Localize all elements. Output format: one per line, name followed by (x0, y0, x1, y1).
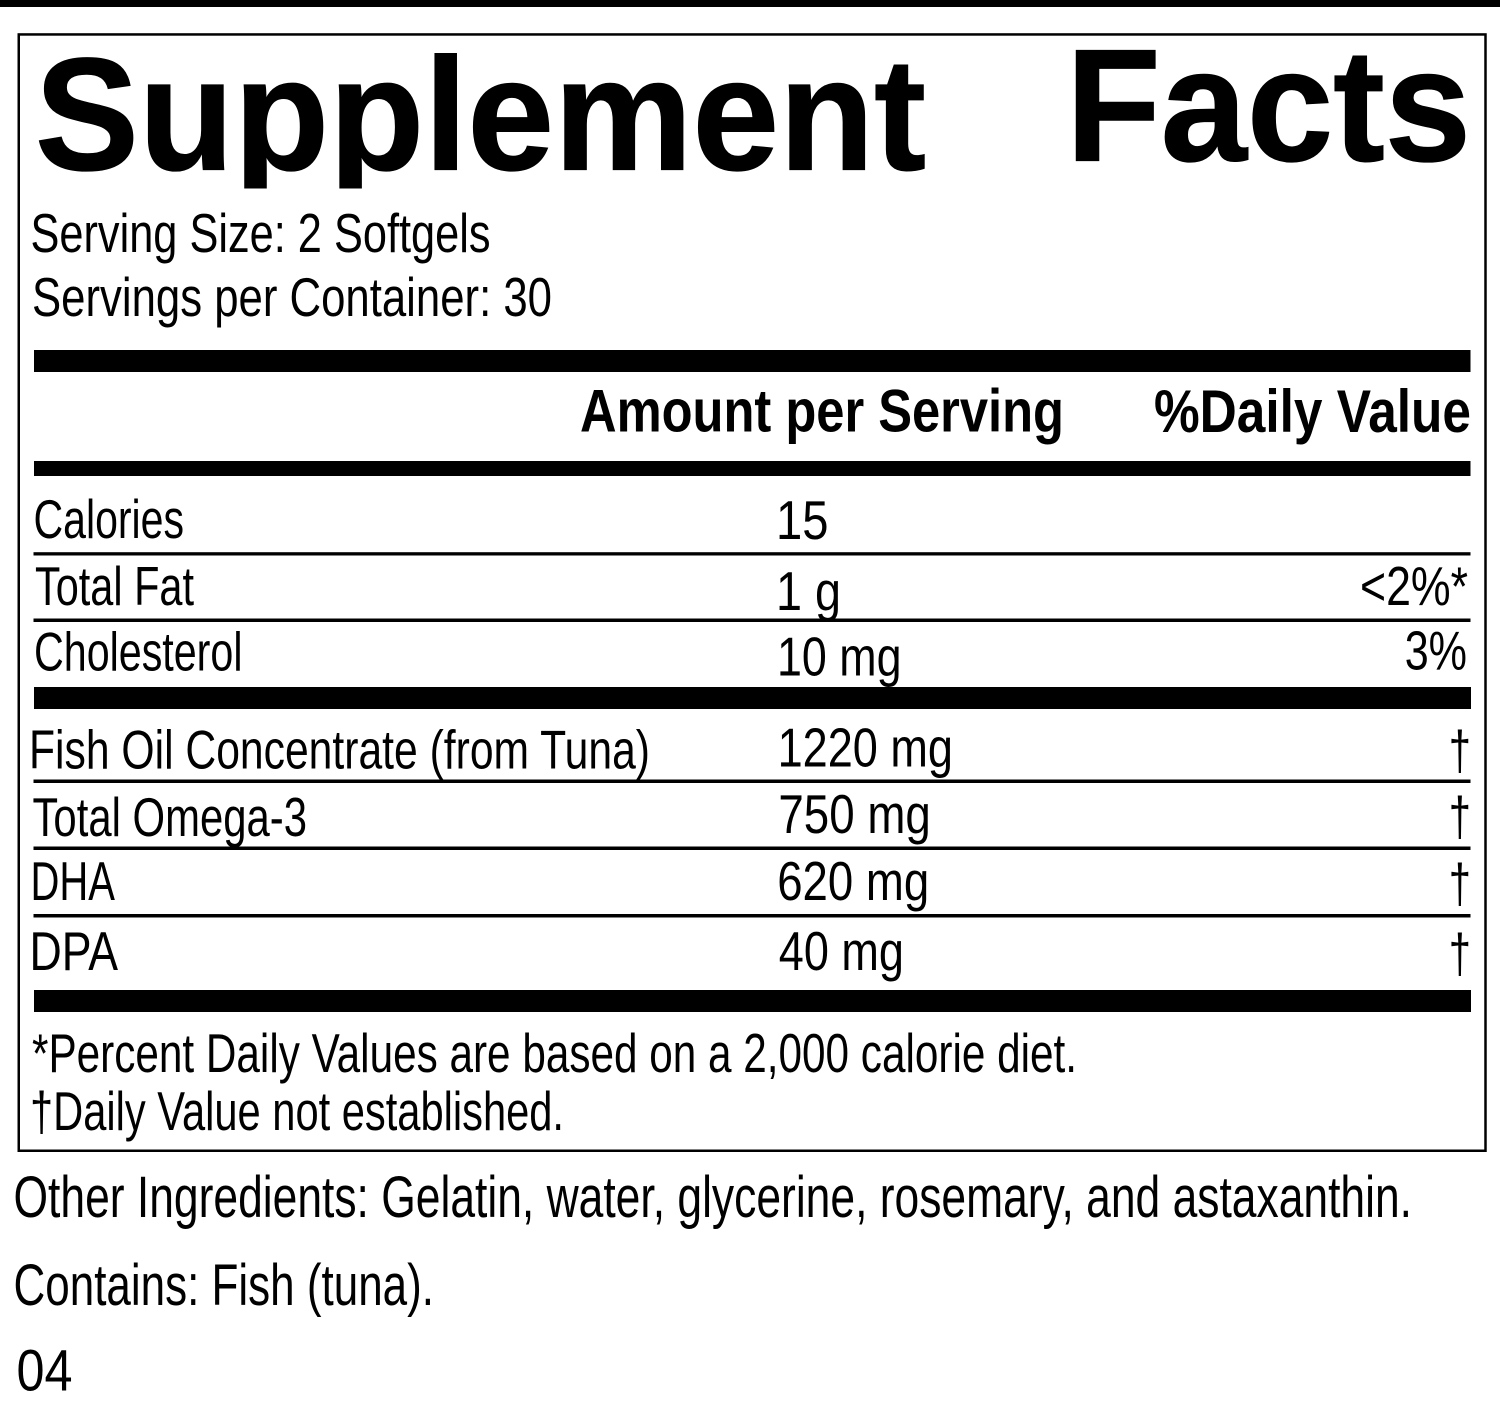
svg-text:04: 04 (17, 1339, 73, 1404)
svg-text:*Percent Daily Values are base: *Percent Daily Values are based on a 2,0… (32, 1022, 1077, 1084)
svg-text:%Daily Value: %Daily Value (1154, 378, 1471, 445)
svg-text:Facts: Facts (1066, 16, 1471, 195)
svg-text:DPA: DPA (30, 920, 119, 982)
svg-text:†: † (1449, 785, 1471, 847)
svg-text:Fish Oil Concentrate (from Tun: Fish Oil Concentrate (from Tuna) (29, 719, 650, 781)
svg-text:Total Fat: Total Fat (35, 555, 194, 617)
svg-text:10 mg: 10 mg (777, 626, 902, 688)
svg-text:1 g: 1 g (776, 560, 841, 622)
svg-text:620 mg: 620 mg (777, 850, 929, 912)
svg-text:Amount per Serving: Amount per Serving (580, 378, 1064, 445)
svg-text:Cholesterol: Cholesterol (34, 621, 243, 683)
svg-text:15: 15 (776, 489, 829, 551)
svg-text:<2%*: <2%* (1360, 555, 1468, 617)
svg-text:Calories: Calories (34, 488, 185, 550)
svg-text:750 mg: 750 mg (778, 783, 930, 845)
svg-text:Contains: Fish (tuna).: Contains: Fish (tuna). (14, 1253, 435, 1318)
svg-text:Supplement: Supplement (35, 25, 926, 204)
svg-text:†: † (1449, 852, 1471, 914)
svg-text:1220 mg: 1220 mg (778, 717, 953, 779)
svg-text:Serving Size: 2 Softgels: Serving Size: 2 Softgels (31, 202, 491, 264)
svg-text:40 mg: 40 mg (779, 920, 904, 982)
svg-text:3%: 3% (1405, 620, 1467, 682)
svg-text:Total Omega-3: Total Omega-3 (33, 786, 308, 848)
svg-text:†: † (1449, 922, 1471, 984)
svg-text:Other Ingredients: Gelatin, wa: Other Ingredients: Gelatin, water, glyce… (14, 1165, 1413, 1230)
svg-text:†: † (1449, 719, 1471, 781)
svg-text:DHA: DHA (31, 850, 116, 912)
svg-text:†Daily Value not established.: †Daily Value not established. (30, 1080, 564, 1142)
svg-text:Servings per Container: 30: Servings per Container: 30 (32, 266, 552, 328)
